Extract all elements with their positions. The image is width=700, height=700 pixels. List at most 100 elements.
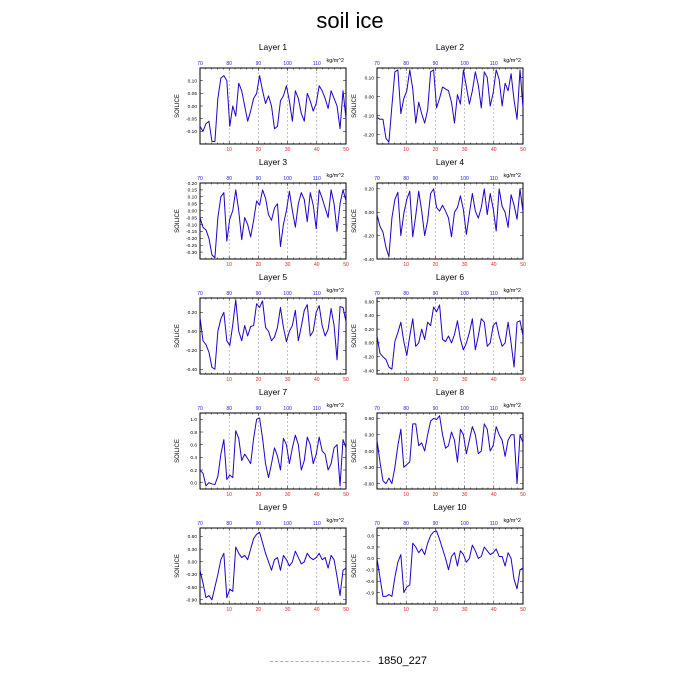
panel-title: Layer 6 (436, 272, 465, 282)
top-units-label: kg/m^2 (503, 403, 521, 409)
x-tick-label: 50 (343, 492, 349, 498)
panel-8: Layer 8 kg/m^2 10 20 30 40 50 70 80 90 100 110 -0.60… (352, 387, 526, 498)
y-tick-label: -0.3 (366, 568, 375, 574)
series-line (376, 188, 524, 258)
top-x-tick-label: 100 (460, 521, 469, 527)
top-x-tick-label: 110 (490, 521, 498, 527)
y-tick-label: -0.40 (363, 257, 374, 263)
x-tick-label: 10 (226, 147, 232, 153)
plot-frame (199, 182, 347, 260)
top-x-tick-label: 100 (460, 176, 469, 182)
top-x-tick-label: 110 (313, 521, 321, 527)
series-line (376, 69, 524, 143)
top-x-tick-label: 80 (403, 406, 409, 412)
y-tick-label: -0.10 (186, 222, 197, 228)
y-tick-label: 0.05 (188, 91, 198, 97)
top-x-tick-label: 110 (490, 176, 498, 182)
y-axis-label: SOILICE (352, 324, 358, 348)
panel-title: Layer 3 (259, 157, 288, 167)
x-tick-label: 40 (491, 607, 497, 613)
panel-title: Layer 5 (259, 272, 288, 282)
y-tick-label: -0.20 (363, 233, 374, 239)
series-line (376, 530, 524, 597)
y-tick-label: 0.00 (365, 449, 375, 455)
y-tick-label: 0.10 (188, 78, 198, 84)
top-x-tick-label: 100 (283, 521, 292, 527)
top-x-tick-label: 80 (226, 61, 232, 67)
top-x-tick-label: 100 (460, 291, 469, 297)
y-tick-label: 0.6 (367, 533, 374, 539)
top-units-label: kg/m^2 (503, 518, 521, 524)
y-tick-label: 0.3 (367, 545, 374, 551)
plot-frame (376, 412, 524, 490)
top-x-tick-label: 70 (374, 521, 380, 527)
x-tick-label: 50 (520, 377, 526, 383)
top-x-tick-label: 70 (197, 521, 203, 527)
series-line (199, 299, 347, 370)
top-units-label: kg/m^2 (326, 58, 344, 64)
legend: 1850_227 (270, 653, 427, 669)
legend-line-swatch (270, 660, 370, 662)
x-tick-label: 40 (491, 262, 497, 268)
x-tick-label: 10 (226, 377, 232, 383)
series-line (199, 75, 347, 142)
x-tick-label: 50 (343, 147, 349, 153)
panel-6: Layer 6 kg/m^2 10 20 30 40 50 70 80 90 100 110 -0.40… (352, 272, 526, 383)
y-tick-label: 0.10 (365, 75, 375, 81)
chart-title: soil ice (316, 8, 384, 33)
y-axis-label: SOILICE (175, 94, 181, 118)
x-tick-label: 20 (256, 377, 262, 383)
y-tick-label: -0.05 (186, 215, 197, 221)
top-x-tick-label: 110 (490, 61, 498, 67)
top-x-tick-label: 70 (374, 176, 380, 182)
top-units-label: kg/m^2 (326, 403, 344, 409)
y-tick-label: -0.15 (186, 229, 197, 235)
x-tick-label: 50 (520, 492, 526, 498)
panel-title: Layer 8 (436, 387, 465, 397)
panel-10: Layer 10 kg/m^2 10 20 30 40 50 70 80 90 100 110 -0.9… (352, 502, 526, 613)
panel-5: Layer 5 kg/m^2 10 20 30 40 50 70 80 90 100 110 -0.40… (175, 272, 349, 383)
y-tick-label: -0.20 (186, 236, 197, 242)
top-x-tick-label: 70 (374, 406, 380, 412)
x-tick-label: 30 (285, 607, 291, 613)
y-axis-label: SOILICE (352, 209, 358, 233)
x-tick-label: 10 (226, 492, 232, 498)
y-tick-label: -0.05 (186, 116, 197, 122)
top-x-tick-label: 100 (283, 176, 292, 182)
series-line (199, 531, 347, 601)
top-x-tick-label: 90 (433, 406, 439, 412)
y-tick-label: 0.4 (190, 455, 197, 461)
x-tick-label: 30 (285, 377, 291, 383)
series-line (376, 415, 524, 485)
top-x-tick-label: 70 (374, 291, 380, 297)
y-tick-label: -0.10 (363, 113, 374, 119)
top-units-label: kg/m^2 (326, 288, 344, 294)
plot-frame (376, 527, 524, 605)
panel-title: Layer 4 (436, 157, 465, 167)
top-x-tick-label: 110 (313, 291, 321, 297)
y-axis-label: SOILICE (175, 439, 181, 463)
x-tick-label: 20 (433, 492, 439, 498)
top-units-label: kg/m^2 (326, 518, 344, 524)
y-axis-label: SOILICE (352, 439, 358, 463)
y-tick-label: 0.05 (188, 202, 198, 208)
y-tick-label: -0.40 (186, 367, 197, 373)
y-tick-label: 0.00 (188, 104, 198, 110)
plot-frame (199, 67, 347, 145)
y-tick-label: -0.25 (186, 243, 197, 249)
legend-label: 1850_227 (378, 655, 427, 667)
y-tick-label: 0.00 (188, 560, 198, 566)
y-tick-label: 0.0 (367, 556, 374, 562)
x-tick-label: 40 (491, 492, 497, 498)
y-tick-label: -0.6 (366, 579, 375, 585)
plot-frame (199, 297, 347, 375)
x-tick-label: 20 (256, 492, 262, 498)
x-tick-label: 40 (491, 147, 497, 153)
y-axis-label: SOILICE (175, 209, 181, 233)
top-units-label: kg/m^2 (503, 288, 521, 294)
top-units-label: kg/m^2 (503, 173, 521, 179)
x-tick-label: 20 (433, 147, 439, 153)
y-tick-label: 0.10 (188, 195, 198, 201)
series-line (199, 417, 347, 487)
